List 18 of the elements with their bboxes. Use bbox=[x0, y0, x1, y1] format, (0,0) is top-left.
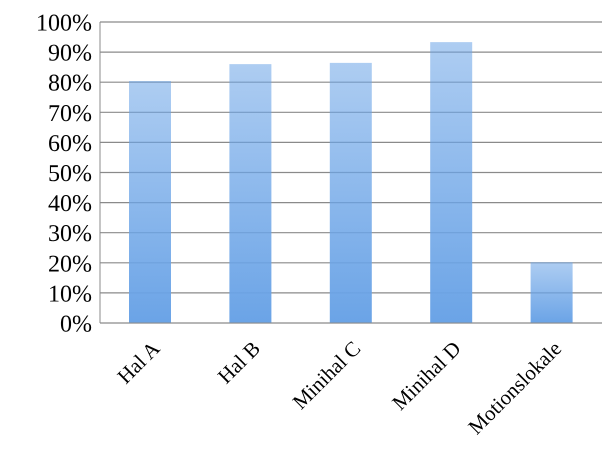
y-tick-label: 30% bbox=[48, 221, 92, 248]
bar bbox=[229, 64, 272, 323]
y-tick-label: 70% bbox=[48, 100, 92, 127]
bar bbox=[129, 80, 171, 323]
y-tick-label: 60% bbox=[48, 130, 92, 157]
bar bbox=[530, 262, 573, 323]
y-tick-label: 40% bbox=[48, 191, 92, 218]
y-tick-label: 20% bbox=[48, 251, 92, 278]
y-tick-label: 10% bbox=[48, 281, 92, 308]
y-tick-label: 90% bbox=[48, 40, 92, 67]
y-tick-label: 50% bbox=[48, 161, 92, 188]
y-tick-label: 0% bbox=[60, 312, 92, 338]
y-tick-label: 100% bbox=[36, 10, 92, 37]
y-tick-label: 80% bbox=[48, 70, 92, 97]
bar bbox=[330, 62, 372, 323]
bar bbox=[430, 42, 472, 323]
x-tick-label: Hal B bbox=[212, 336, 265, 388]
x-tick-label: Hal A bbox=[112, 336, 166, 388]
